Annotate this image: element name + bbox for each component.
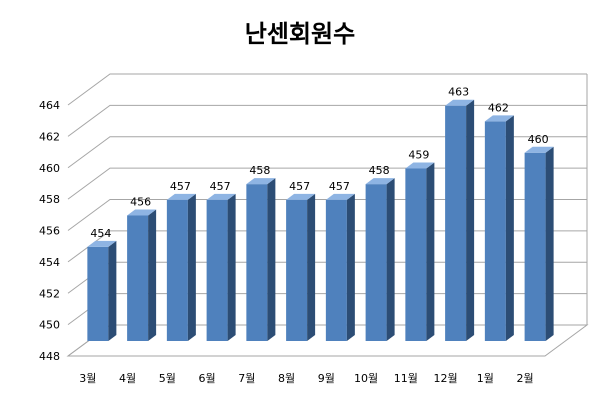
bar-top [87,240,117,247]
x-tick-label: 10월 [354,372,378,385]
bar-side [466,99,475,341]
y-tick-label: 458 [39,193,60,206]
x-tick-label: 3월 [79,372,96,385]
data-label: 458 [369,164,390,177]
y-tick-label: 460 [39,162,60,175]
bar-side [108,240,117,341]
data-label: 458 [249,164,270,177]
data-label: 457 [329,180,350,193]
data-label: 457 [170,180,191,193]
bar-top [405,162,435,169]
bar-top [445,99,475,106]
x-tick-label: 6월 [199,372,216,385]
bar [365,184,387,341]
x-tick-label: 4월 [119,372,136,385]
bar-side [267,178,276,341]
x-tick-label: 7월 [238,372,255,385]
x-tick-label: 11월 [394,372,418,385]
data-label: 457 [289,180,310,193]
bar-top [365,178,395,185]
bar-top [166,193,196,200]
y-tick-label: 450 [39,319,60,332]
x-tick-label: 2월 [517,372,534,385]
bar [127,215,149,341]
data-label: 454 [90,227,111,240]
bar-side [227,193,236,341]
bar [445,105,467,341]
data-label: 457 [210,180,231,193]
bar [484,121,506,341]
bar [206,199,228,341]
bar-side [545,146,554,341]
bar [325,199,347,341]
y-tick-label: 452 [39,287,60,300]
data-label: 460 [528,133,549,146]
bar-top [484,115,514,122]
bar-top [127,209,157,216]
y-tick-label: 464 [39,99,60,112]
bar [166,199,188,341]
data-label: 462 [488,101,509,114]
bar [524,152,546,341]
bar [87,246,109,341]
bar [405,168,427,341]
x-tick-label: 12월 [434,372,458,385]
bar-side [148,209,157,341]
gridline [67,73,587,106]
data-label: 463 [448,86,469,99]
bar-top [524,146,554,153]
x-tick-label: 1월 [477,372,494,385]
bar-side [346,193,355,341]
bar-top [286,193,316,200]
bar-top [206,193,236,200]
bar-side [307,193,316,341]
y-tick-label: 462 [39,130,60,143]
bar-side [386,178,395,341]
gridline [67,136,587,169]
data-label: 459 [408,148,429,161]
bar-side [505,115,514,341]
gridline [67,104,587,137]
x-tick-label: 5월 [159,372,176,385]
bar-side [187,193,196,341]
x-tick-label: 9월 [318,372,335,385]
x-tick-label: 8월 [278,372,295,385]
y-tick-label: 454 [39,256,60,269]
bar-top [246,178,276,185]
data-label: 456 [130,196,151,209]
bar-side [426,162,435,341]
bar [286,199,308,341]
y-tick-label: 448 [39,350,60,363]
bar-top [325,193,355,200]
chart-title: 난센회원수 [244,20,356,48]
bar [246,184,268,341]
y-tick-label: 456 [39,225,60,238]
